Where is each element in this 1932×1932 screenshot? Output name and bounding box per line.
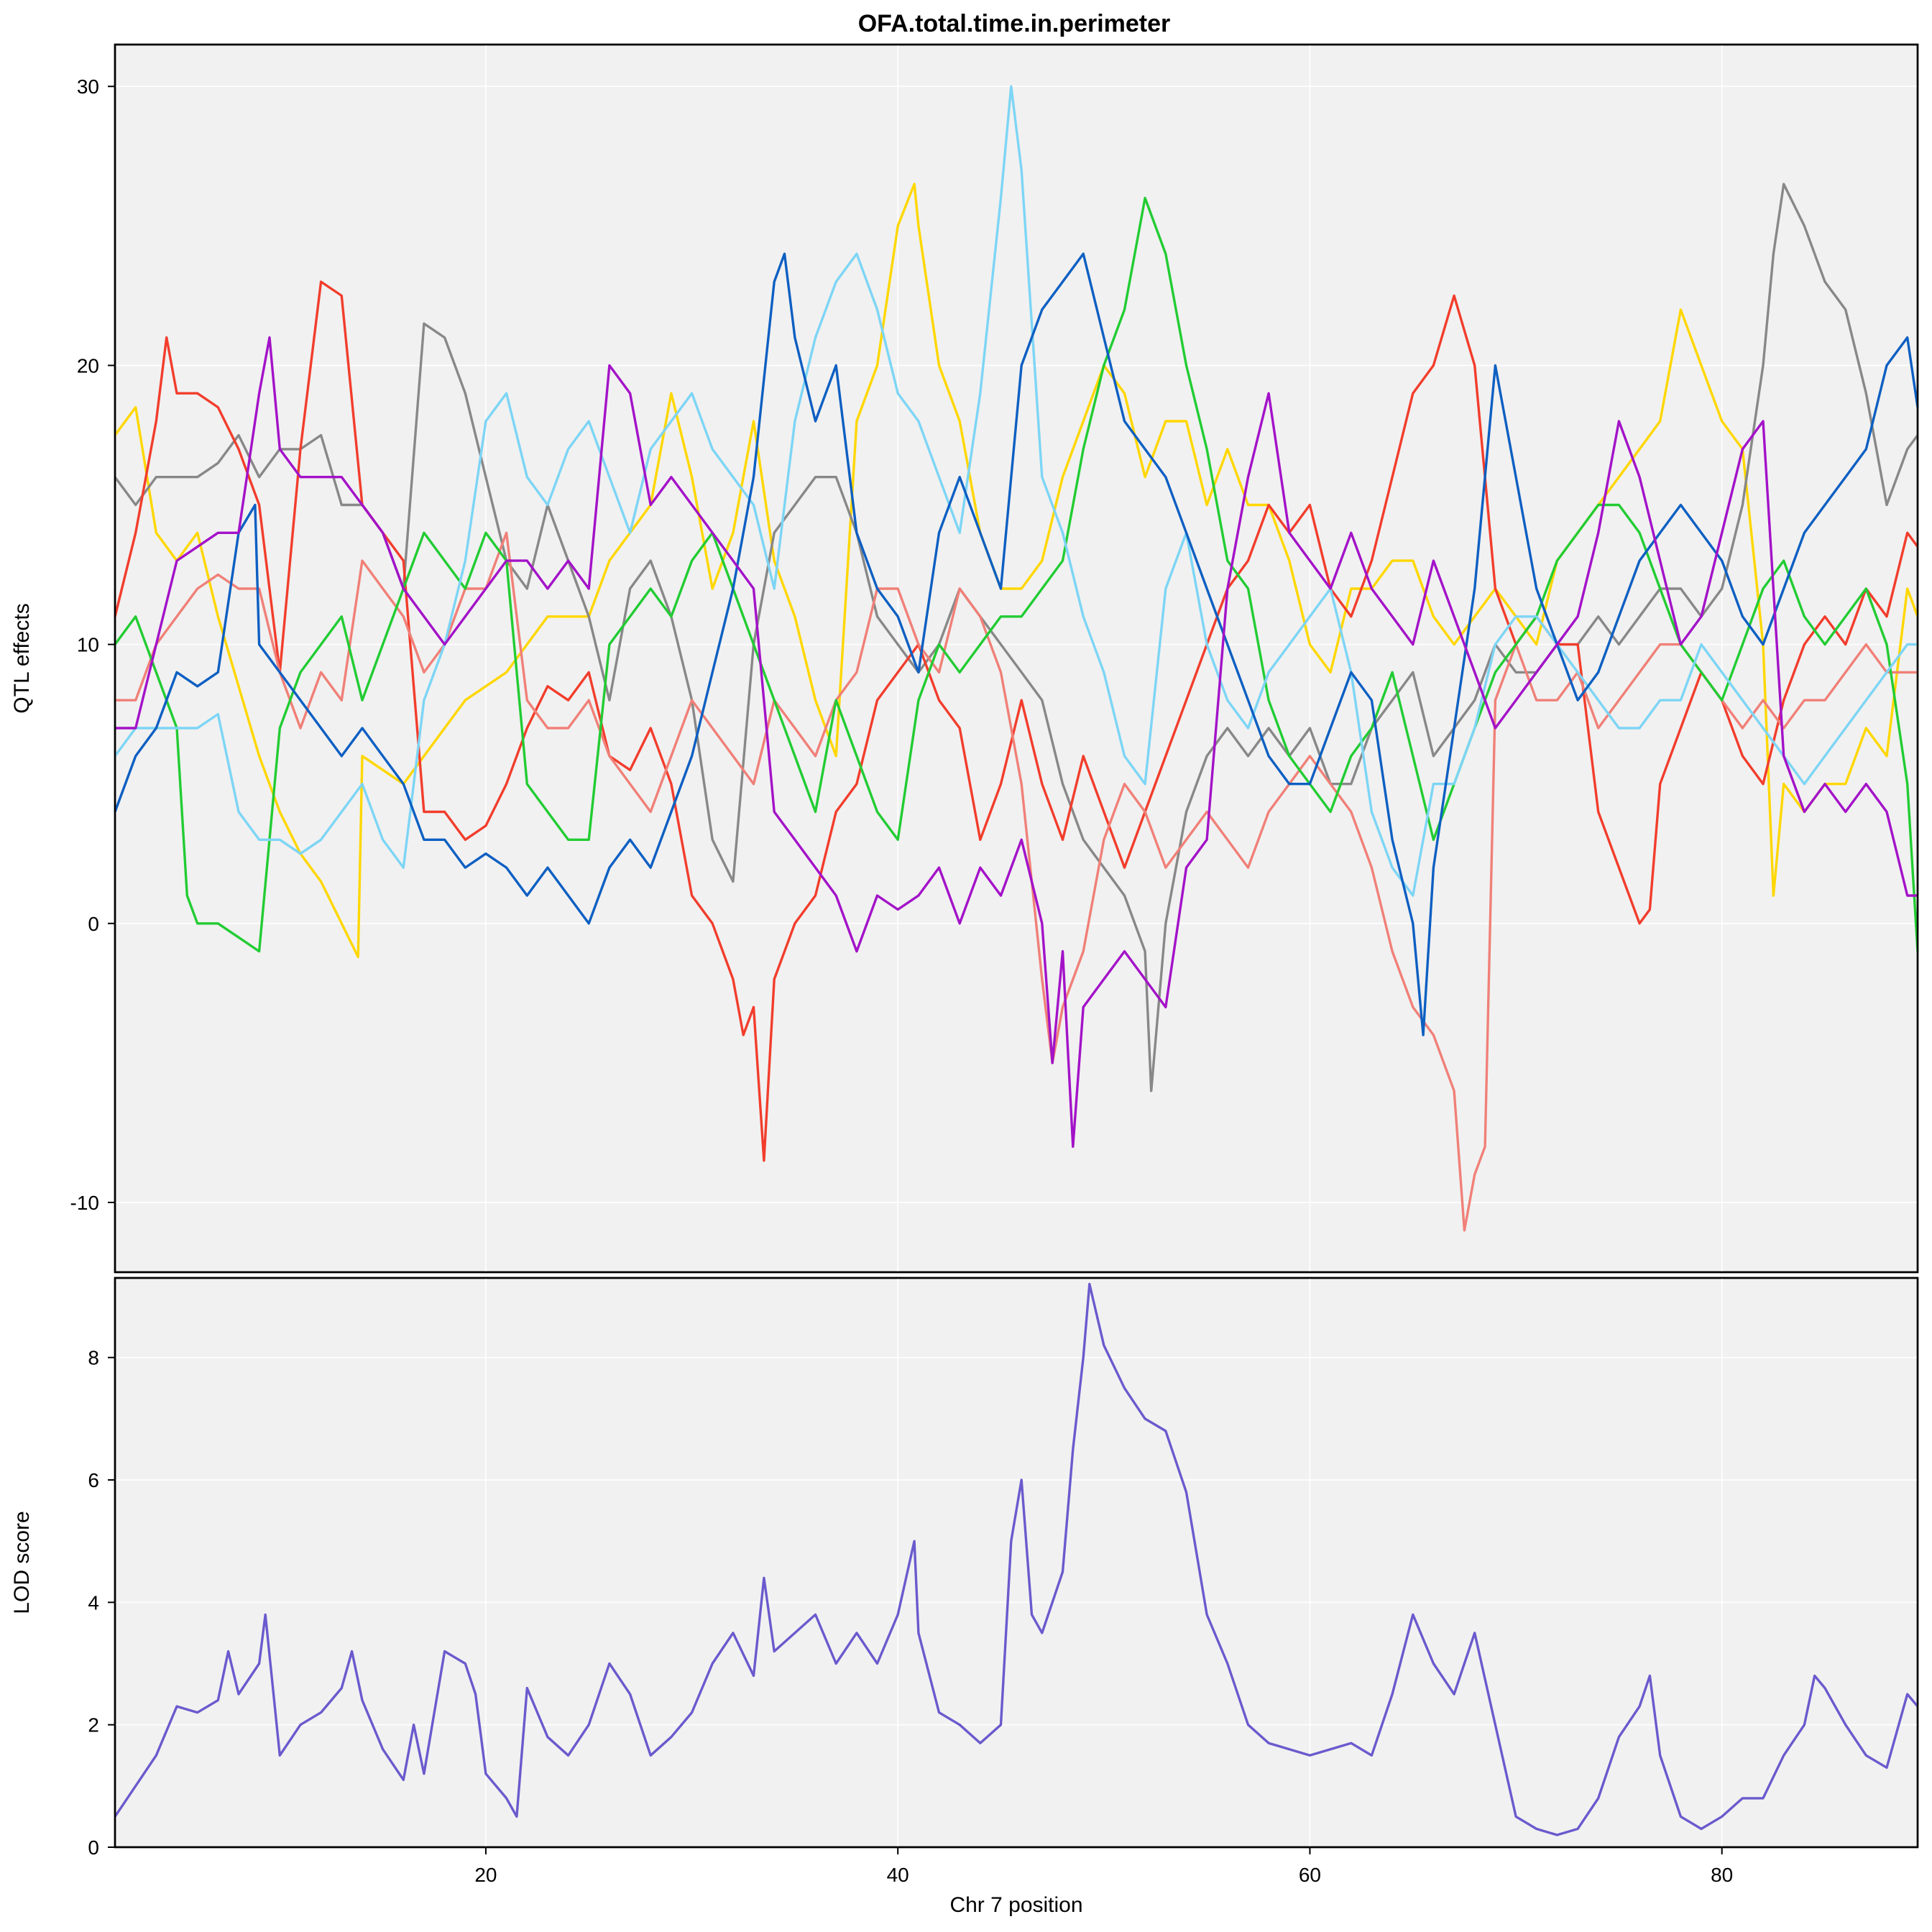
effects-plot-area	[114, 43, 1919, 1274]
bottom-ytick-label: 2	[88, 1714, 99, 1736]
effects-frame	[114, 43, 1919, 1274]
x-tick-label: 40	[887, 1864, 909, 1886]
top-ytick-label: 20	[77, 354, 99, 377]
effects-y-axis-label: QTL effects	[10, 603, 34, 713]
effects-y-axis: -10 0 10 20 30	[70, 75, 115, 1214]
lod-y-axis-label: LOD score	[10, 1511, 34, 1614]
series-line-gray	[114, 183, 1919, 1092]
series-line-purple	[115, 336, 1918, 1148]
effects-gridlines	[115, 45, 1918, 1272]
series-line-LOD	[114, 1282, 1919, 1836]
top-ytick-label: -10	[70, 1192, 99, 1214]
bottom-ytick-label: 8	[88, 1347, 99, 1369]
bottom-ytick-label: 6	[88, 1469, 99, 1491]
top-ytick-label: 0	[88, 913, 99, 935]
top-ytick-label: 30	[77, 75, 99, 98]
series-line-yellow	[114, 183, 1919, 959]
lod-series	[114, 1282, 1919, 1836]
lod-axes: 0 2 4 6 8 20 40 60 80	[88, 1347, 1733, 1886]
top-ytick-label: 10	[77, 634, 99, 656]
lod-panel: 0 2 4 6 8 20 40 60 80 LOD score Chr 7 position	[10, 1276, 1919, 1917]
series-line-green	[114, 196, 1919, 953]
x-tick-label: 80	[1711, 1864, 1733, 1886]
x-tick-label: 20	[474, 1864, 497, 1886]
x-tick-label: 60	[1299, 1864, 1321, 1886]
bottom-ytick-label: 4	[88, 1591, 99, 1614]
lod-plot-area	[114, 1276, 1919, 1849]
x-axis-label: Chr 7 position	[949, 1893, 1082, 1917]
effects-panel: -10 0 10 20 30 QTL effects	[10, 43, 1919, 1274]
series-line-blue	[114, 252, 1919, 1036]
lod-frame	[114, 1276, 1919, 1849]
chart-title: OFA.total.time.in.perimeter	[858, 10, 1171, 37]
series-line-salmon	[115, 531, 1918, 1232]
series-line-red	[114, 280, 1919, 1162]
effects-series	[114, 85, 1919, 1232]
series-line-skyblue	[114, 85, 1918, 897]
bottom-ytick-label: 0	[88, 1836, 99, 1859]
